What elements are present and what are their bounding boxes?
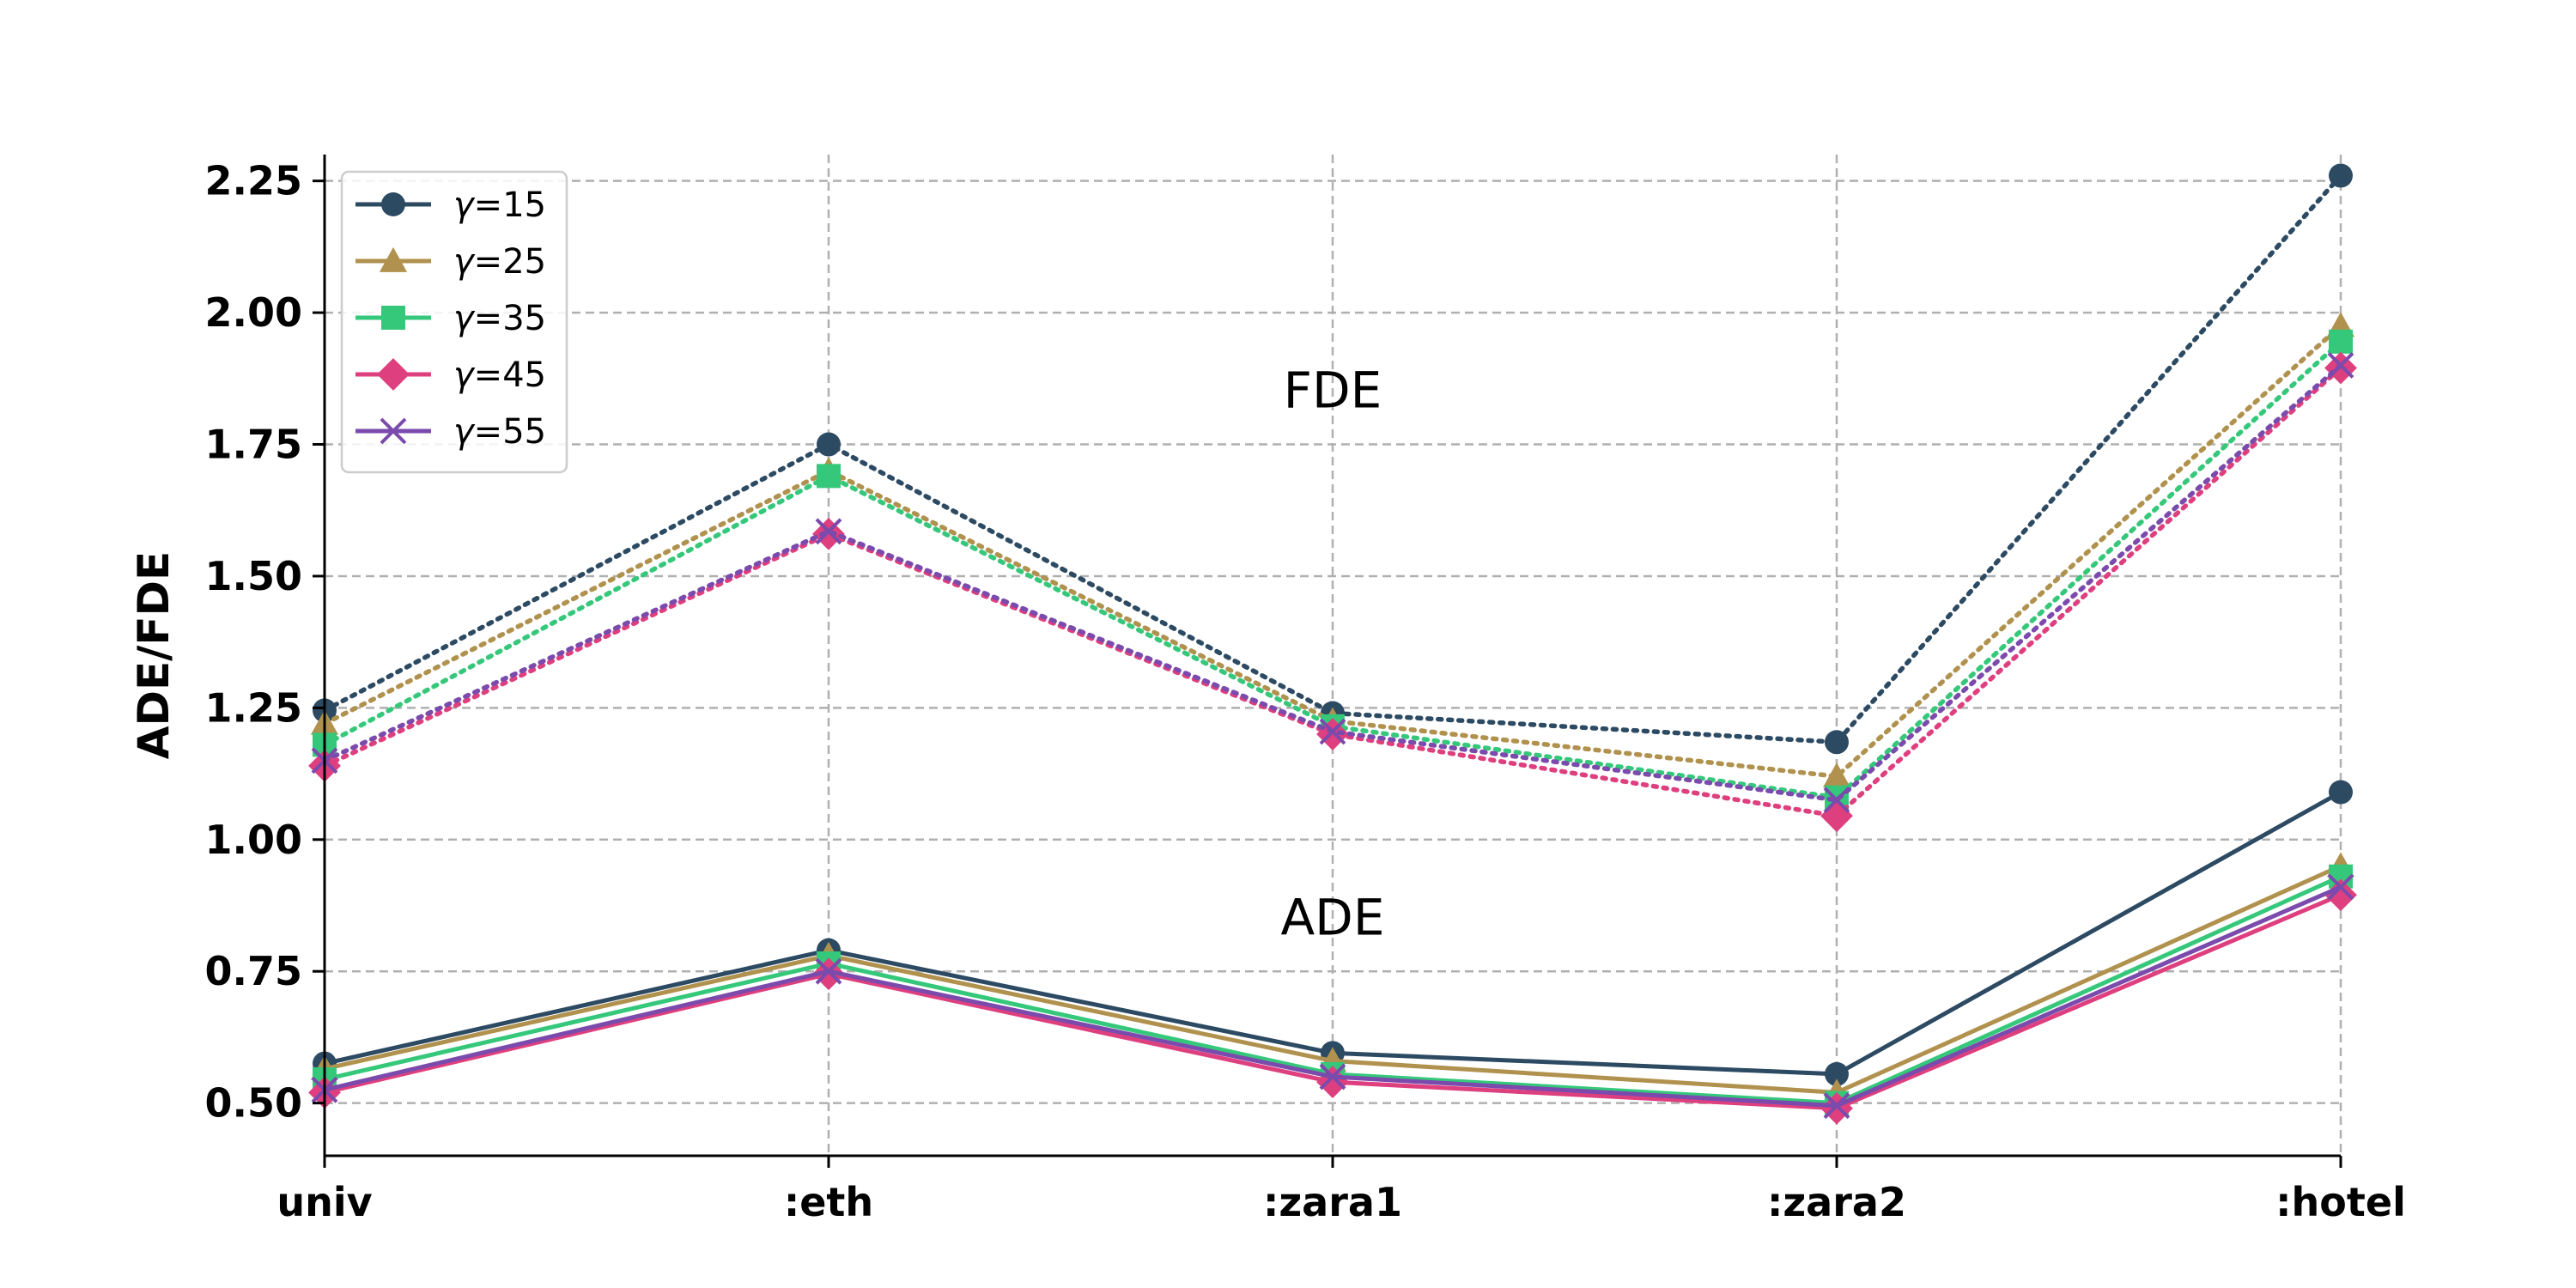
ade-point-gamma-45 bbox=[812, 957, 845, 991]
ade-point-gamma-55 bbox=[815, 957, 842, 985]
y-tick-label: 2.25 bbox=[205, 158, 303, 204]
grid-layer bbox=[323, 155, 2342, 1156]
legend-label: γ=45 bbox=[453, 355, 546, 395]
y-tick-label: 1.25 bbox=[205, 684, 303, 731]
y-tick-label: 1.75 bbox=[205, 422, 303, 468]
fde-point-gamma-55-stroke bbox=[2327, 352, 2354, 379]
x-tick-label: :eth bbox=[784, 1179, 873, 1225]
fde-point-gamma-15 bbox=[817, 432, 841, 457]
ade-point-gamma-15 bbox=[1825, 1061, 1849, 1086]
fde-point-gamma-55 bbox=[1823, 787, 1850, 814]
y-tick-label: 0.75 bbox=[205, 948, 303, 994]
y-axis-label: ADE/FDE bbox=[129, 551, 179, 759]
y-tick-label: 1.00 bbox=[205, 817, 303, 863]
ade-point-gamma-45 bbox=[1820, 1091, 1853, 1125]
legend-entry-gamma-25: γ=25 bbox=[355, 242, 546, 282]
legend-marker bbox=[377, 358, 410, 391]
legend-marker bbox=[379, 246, 408, 272]
legend-label: γ=25 bbox=[453, 242, 546, 282]
legend-label: γ=15 bbox=[453, 185, 546, 225]
fde-point-gamma-55-stroke bbox=[815, 518, 842, 545]
fde-point-gamma-55-stroke bbox=[1319, 718, 1346, 745]
legend-box bbox=[340, 170, 568, 474]
legend-entry-gamma-55: γ=55 bbox=[355, 412, 546, 452]
y-tick-label: 1.50 bbox=[205, 553, 303, 599]
fde-point-gamma-45 bbox=[812, 517, 845, 550]
legend-entry-gamma-45: γ=45 bbox=[355, 355, 546, 395]
annotation-ade: ADE bbox=[1281, 888, 1385, 946]
legend-marker bbox=[381, 192, 405, 216]
ade-point-gamma-45 bbox=[2324, 878, 2357, 912]
x-tick-label: :zara1 bbox=[1263, 1179, 1402, 1225]
ade-point-gamma-55 bbox=[1823, 1092, 1850, 1120]
fde-point-gamma-45 bbox=[1316, 718, 1349, 750]
legend-marker bbox=[381, 306, 405, 330]
legend-marker bbox=[380, 417, 407, 445]
fde-point-gamma-15 bbox=[2329, 163, 2353, 188]
axes-layer: 0.50 0.75 1.00 1.25 1.50 1.75 2.00 2.25 univ :eth… bbox=[129, 155, 2406, 1225]
ade-point-gamma-15 bbox=[2329, 780, 2353, 805]
x-tick-label: :zara2 bbox=[1767, 1179, 1906, 1225]
fde-point-gamma-35 bbox=[817, 464, 841, 489]
fde-series-layer bbox=[308, 163, 2357, 833]
fde-point-gamma-35 bbox=[2329, 329, 2353, 354]
legend-marker-stroke bbox=[380, 417, 407, 445]
legend-entry-gamma-35: γ=35 bbox=[355, 299, 546, 338]
annotation-layer: FDE ADE bbox=[1281, 361, 1385, 947]
fde-point-gamma-55-stroke bbox=[1823, 787, 1850, 814]
legend-label: γ=35 bbox=[453, 299, 546, 338]
legend-entry-gamma-15: γ=15 bbox=[355, 185, 546, 225]
annotation-fde: FDE bbox=[1284, 361, 1382, 420]
x-tick-label: :hotel bbox=[2275, 1179, 2406, 1225]
ade-point-gamma-55 bbox=[2327, 873, 2354, 901]
ade-point-gamma-55-stroke bbox=[815, 957, 842, 985]
fde-point-gamma-55 bbox=[1319, 718, 1346, 745]
fde-point-gamma-55 bbox=[815, 518, 842, 545]
fde-point-gamma-25 bbox=[1822, 762, 1851, 788]
fde-point-gamma-15 bbox=[1825, 730, 1849, 755]
ade-point-gamma-55-stroke bbox=[1319, 1063, 1346, 1091]
fde-line-gamma-15 bbox=[322, 173, 2343, 745]
x-tick-label: univ bbox=[276, 1179, 372, 1225]
fde-point-gamma-55 bbox=[2327, 352, 2354, 379]
legend: γ=15 γ=25 γ=35 γ=45 γ=55 bbox=[340, 170, 568, 474]
ade-point-gamma-55-stroke bbox=[1823, 1092, 1850, 1120]
y-tick-label: 0.50 bbox=[205, 1080, 303, 1127]
ade-point-gamma-55 bbox=[1319, 1063, 1346, 1091]
y-tick-label: 2.00 bbox=[205, 289, 303, 336]
legend-label: γ=55 bbox=[453, 412, 546, 452]
ade-point-gamma-55-stroke bbox=[2327, 873, 2354, 901]
